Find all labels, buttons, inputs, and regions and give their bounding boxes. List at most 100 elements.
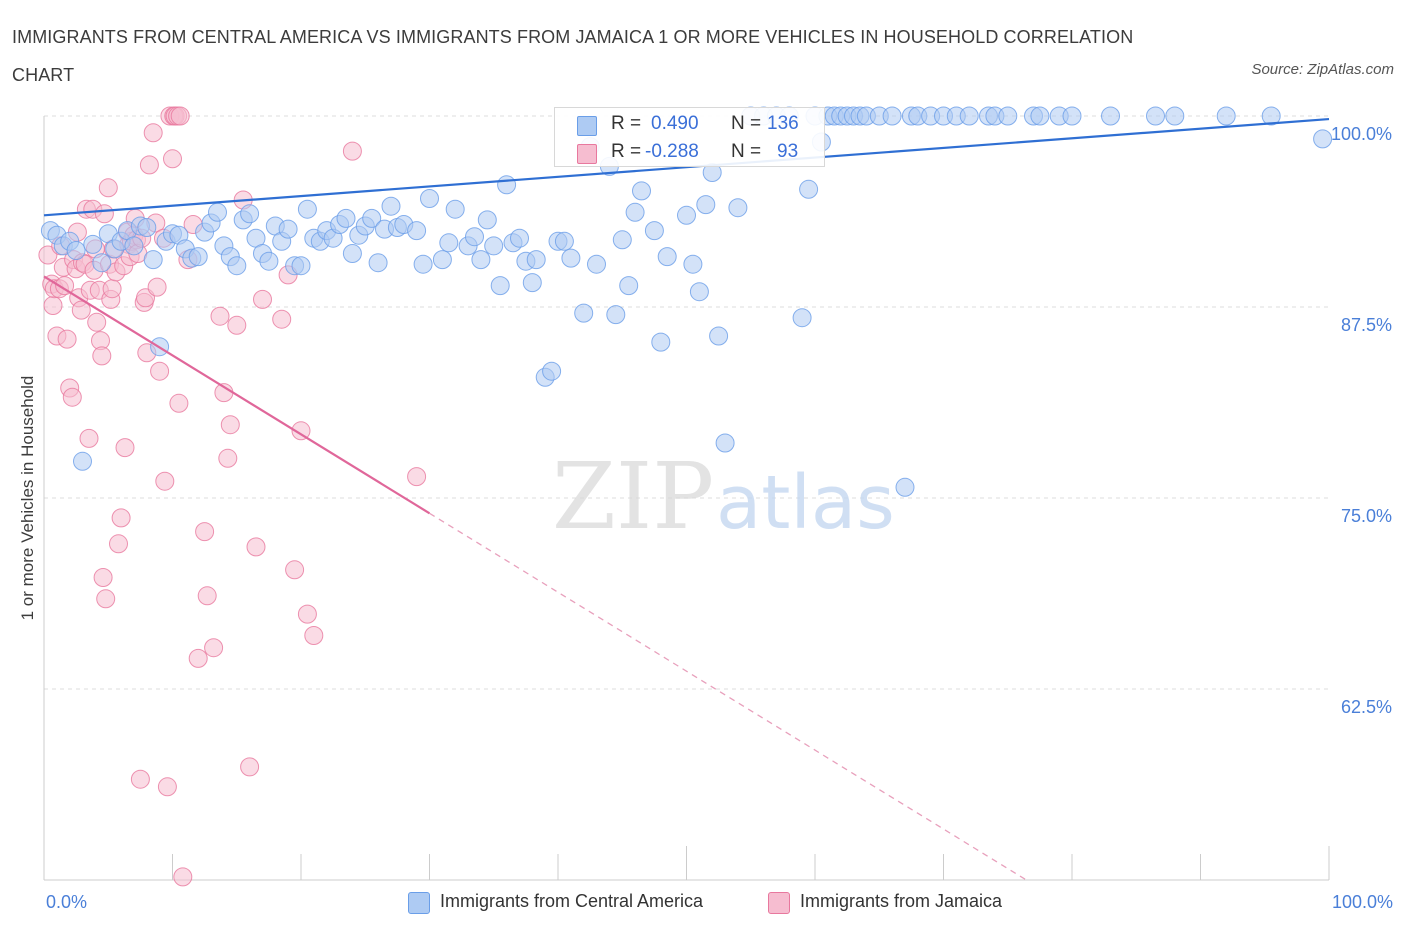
data-point-central-america	[542, 361, 562, 381]
data-point-central-america	[420, 189, 439, 208]
legend-r-value: 0.490	[651, 113, 699, 134]
data-point-central-america	[259, 251, 279, 271]
data-point-jamaica	[195, 522, 215, 542]
legend-n-label: N =	[731, 141, 762, 162]
data-point-central-america	[799, 179, 819, 199]
data-point-jamaica	[407, 467, 427, 487]
data-point-jamaica	[92, 346, 112, 366]
data-point-jamaica	[143, 123, 163, 143]
data-point-central-america	[439, 233, 459, 253]
data-point-central-america	[477, 210, 497, 230]
data-point-central-america	[510, 228, 529, 248]
legend-label: Immigrants from Jamaica	[800, 891, 1003, 911]
data-point-central-america	[124, 236, 144, 256]
data-point-central-america	[709, 326, 729, 346]
data-point-jamaica	[87, 312, 107, 332]
data-point-central-america	[882, 106, 902, 126]
data-point-central-america	[83, 234, 103, 254]
data-point-jamaica	[220, 415, 240, 435]
data-point-central-america	[683, 254, 703, 274]
data-point-jamaica	[246, 537, 266, 557]
data-point-central-america	[574, 303, 594, 323]
data-point-jamaica	[197, 586, 217, 606]
data-point-jamaica	[157, 777, 177, 797]
data-point-central-america	[561, 248, 581, 268]
data-point-jamaica	[218, 448, 238, 468]
data-point-central-america	[625, 202, 645, 222]
data-point-central-america	[612, 230, 632, 250]
data-point-central-america	[587, 254, 606, 274]
data-point-jamaica	[163, 149, 182, 169]
data-point-jamaica	[304, 626, 324, 645]
data-point-jamaica	[62, 387, 82, 407]
legend-swatch-blue	[408, 892, 430, 914]
data-point-central-america	[1030, 106, 1050, 126]
series-central-america-points	[40, 106, 1333, 497]
data-point-central-america	[297, 199, 317, 219]
data-point-jamaica	[115, 438, 135, 458]
data-point-jamaica	[272, 309, 292, 329]
data-point-central-america	[362, 208, 382, 228]
data-point-central-america	[381, 196, 401, 216]
data-point-central-america	[1101, 106, 1120, 126]
chart-title: IMMIGRANTS FROM CENTRAL AMERICA VS IMMIG…	[12, 27, 1134, 85]
data-point-jamaica	[130, 769, 150, 789]
data-point-jamaica	[57, 329, 77, 349]
data-point-jamaica	[109, 534, 128, 554]
data-point-jamaica	[111, 508, 131, 528]
x-tick-label: 100.0%	[1332, 892, 1393, 912]
legend-row-central-america: R = 0.490 N = 136	[555, 110, 824, 138]
data-point-central-america	[895, 477, 915, 497]
data-point-jamaica	[240, 757, 260, 777]
data-point-jamaica	[139, 155, 159, 175]
data-point-jamaica	[342, 141, 362, 161]
data-point-central-america	[1062, 106, 1082, 126]
y-tick-labels: 62.5% 75.0% 87.5% 100.0%	[1331, 124, 1392, 717]
data-point-central-america	[792, 308, 812, 328]
legend-r-value: -0.288	[645, 141, 699, 162]
data-point-jamaica	[285, 560, 305, 580]
data-point-central-america	[522, 273, 542, 293]
data-point-central-america	[291, 256, 311, 276]
data-point-central-america	[554, 231, 574, 251]
data-point-central-america	[465, 227, 484, 247]
data-point-central-america	[413, 254, 433, 274]
legend-n-value: 136	[767, 113, 799, 134]
data-point-central-america	[1313, 129, 1333, 149]
data-point-jamaica	[188, 648, 208, 668]
data-point-central-america	[92, 253, 112, 273]
data-point-central-america	[1216, 106, 1236, 126]
data-point-central-america	[497, 175, 517, 195]
data-point-central-america	[336, 208, 356, 228]
data-point-jamaica	[71, 300, 91, 320]
y-axis-title: 1 or more Vehicles in Household	[18, 375, 37, 621]
trend-lines	[43, 117, 1330, 881]
data-point-central-america	[66, 241, 86, 260]
data-point-central-america	[959, 106, 979, 126]
data-point-central-america	[632, 181, 651, 201]
y-tick-label: 75.0%	[1341, 506, 1392, 526]
legend-n-value: 93	[777, 141, 799, 162]
data-point-central-america	[998, 106, 1018, 126]
legend-n-label: N =	[731, 113, 762, 134]
data-point-central-america	[342, 244, 362, 263]
data-point-jamaica	[227, 315, 247, 335]
data-point-jamaica	[96, 589, 116, 609]
source-label: Source: ZipAtlas.com	[1251, 61, 1394, 78]
trend-line-jamaica-extension	[429, 512, 1027, 881]
data-point-central-america	[484, 236, 504, 256]
data-point-central-america	[1165, 106, 1185, 126]
watermark-atlas: atlas	[716, 460, 895, 546]
data-point-jamaica	[155, 471, 175, 491]
legend-swatch-pink	[768, 892, 790, 914]
data-point-central-america	[1146, 106, 1165, 126]
data-point-central-america	[407, 221, 427, 241]
data-point-central-america	[188, 247, 208, 267]
data-point-central-america	[526, 250, 546, 270]
watermark-zip: ZIP	[552, 443, 714, 550]
legend-swatch-blue	[577, 116, 597, 136]
trend-line-central-america	[43, 117, 1330, 217]
data-point-central-america	[73, 451, 92, 471]
data-point-central-america	[657, 247, 677, 267]
y-tick-label: 100.0%	[1331, 124, 1392, 144]
